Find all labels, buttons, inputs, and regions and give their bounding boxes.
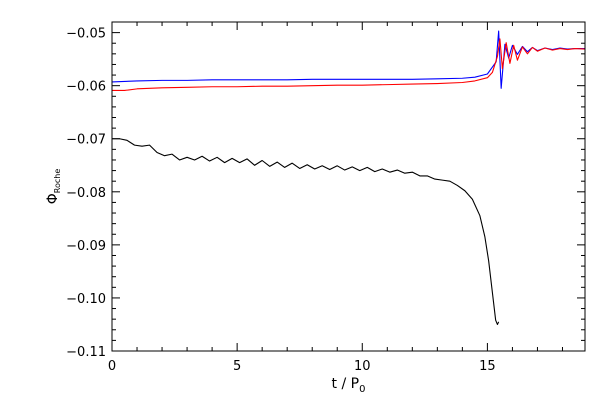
y-axis-title-main: Φ <box>45 193 61 204</box>
y-axis-title: ΦRoche <box>45 169 62 205</box>
x-axis-title-subscript: 0 <box>359 384 365 395</box>
y-tick-label: −0.11 <box>66 345 106 360</box>
y-tick-label: −0.05 <box>66 27 106 42</box>
x-axis-title-main: t / P <box>332 376 360 392</box>
series-layer <box>111 30 586 326</box>
y-tick-label: −0.08 <box>66 186 106 201</box>
y-tick-label: −0.07 <box>66 133 106 148</box>
x-tick-label: 5 <box>233 359 241 374</box>
y-tick-label: −0.06 <box>66 80 106 95</box>
y-tick-label: −0.09 <box>66 239 106 254</box>
x-tick-label: 15 <box>479 359 496 374</box>
x-tick-label: 0 <box>108 359 116 374</box>
ticks-layer: 0 5 10 15 −0.11 −0.10 −0.09 −0.08 −0.07 −0.06 −0.0… <box>66 21 585 374</box>
plot-frame <box>111 21 586 352</box>
y-axis-title-subscript: Roche <box>53 169 62 194</box>
x-tick-label: 10 <box>354 359 371 374</box>
series-line-2 <box>112 38 586 91</box>
y-tick-label: −0.10 <box>66 292 106 307</box>
series-line-3 <box>112 138 500 326</box>
x-axis-title: t / P0 <box>332 376 366 395</box>
